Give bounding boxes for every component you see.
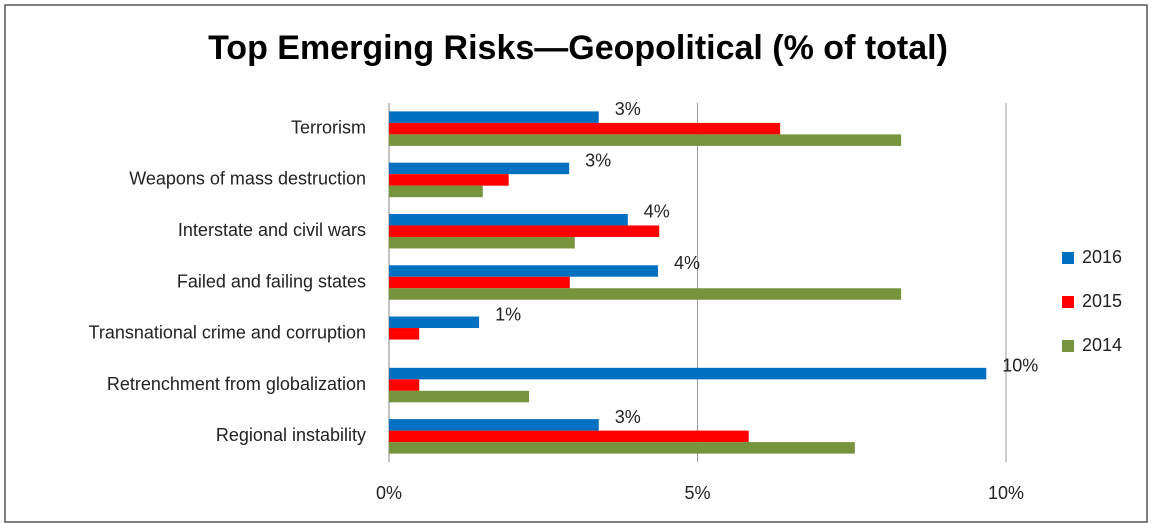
y-tick-label: Interstate and civil wars [178, 220, 366, 240]
data-label: 3% [615, 407, 641, 427]
bar [389, 419, 599, 431]
y-tick-label: Retrenchment from globalization [107, 374, 366, 394]
data-label: 1% [495, 304, 521, 324]
y-tick-label: Weapons of mass destruction [129, 169, 366, 189]
bar [389, 134, 902, 146]
bar [389, 316, 480, 329]
bar [389, 442, 855, 454]
legend-swatch [1062, 340, 1074, 352]
legend-label: 2014 [1082, 335, 1122, 355]
legend-label: 2015 [1082, 291, 1122, 311]
legend-label: 2016 [1082, 247, 1122, 267]
x-tick-label: 0% [376, 483, 402, 503]
bar [389, 288, 902, 300]
bar [389, 174, 509, 186]
bar [389, 111, 599, 123]
bar [389, 276, 570, 289]
legend-swatch [1062, 252, 1074, 264]
bar [389, 162, 570, 175]
data-label: 10% [1002, 356, 1038, 376]
bar [389, 379, 420, 391]
bar [389, 265, 659, 277]
y-tick-label: Regional instability [216, 425, 366, 445]
bar [389, 225, 660, 237]
bar [389, 236, 575, 249]
chart-title: Top Emerging Risks—Geopolitical (% of to… [208, 29, 948, 67]
legend-swatch [1062, 296, 1074, 308]
data-label: 3% [585, 150, 611, 170]
bar [389, 328, 420, 340]
y-tick-label: Transnational crime and corruption [89, 323, 366, 343]
data-label: 4% [644, 202, 670, 222]
bar [389, 430, 749, 443]
bar [389, 122, 781, 135]
bar [389, 367, 987, 380]
x-tick-label: 5% [684, 483, 710, 503]
bar [389, 213, 628, 226]
x-tick-label: 10% [988, 483, 1024, 503]
data-label: 4% [674, 253, 700, 273]
y-tick-label: Terrorism [291, 117, 366, 137]
y-tick-label: Failed and failing states [177, 271, 366, 291]
bar [389, 185, 483, 198]
data-label: 3% [615, 99, 641, 119]
bar [389, 390, 530, 403]
